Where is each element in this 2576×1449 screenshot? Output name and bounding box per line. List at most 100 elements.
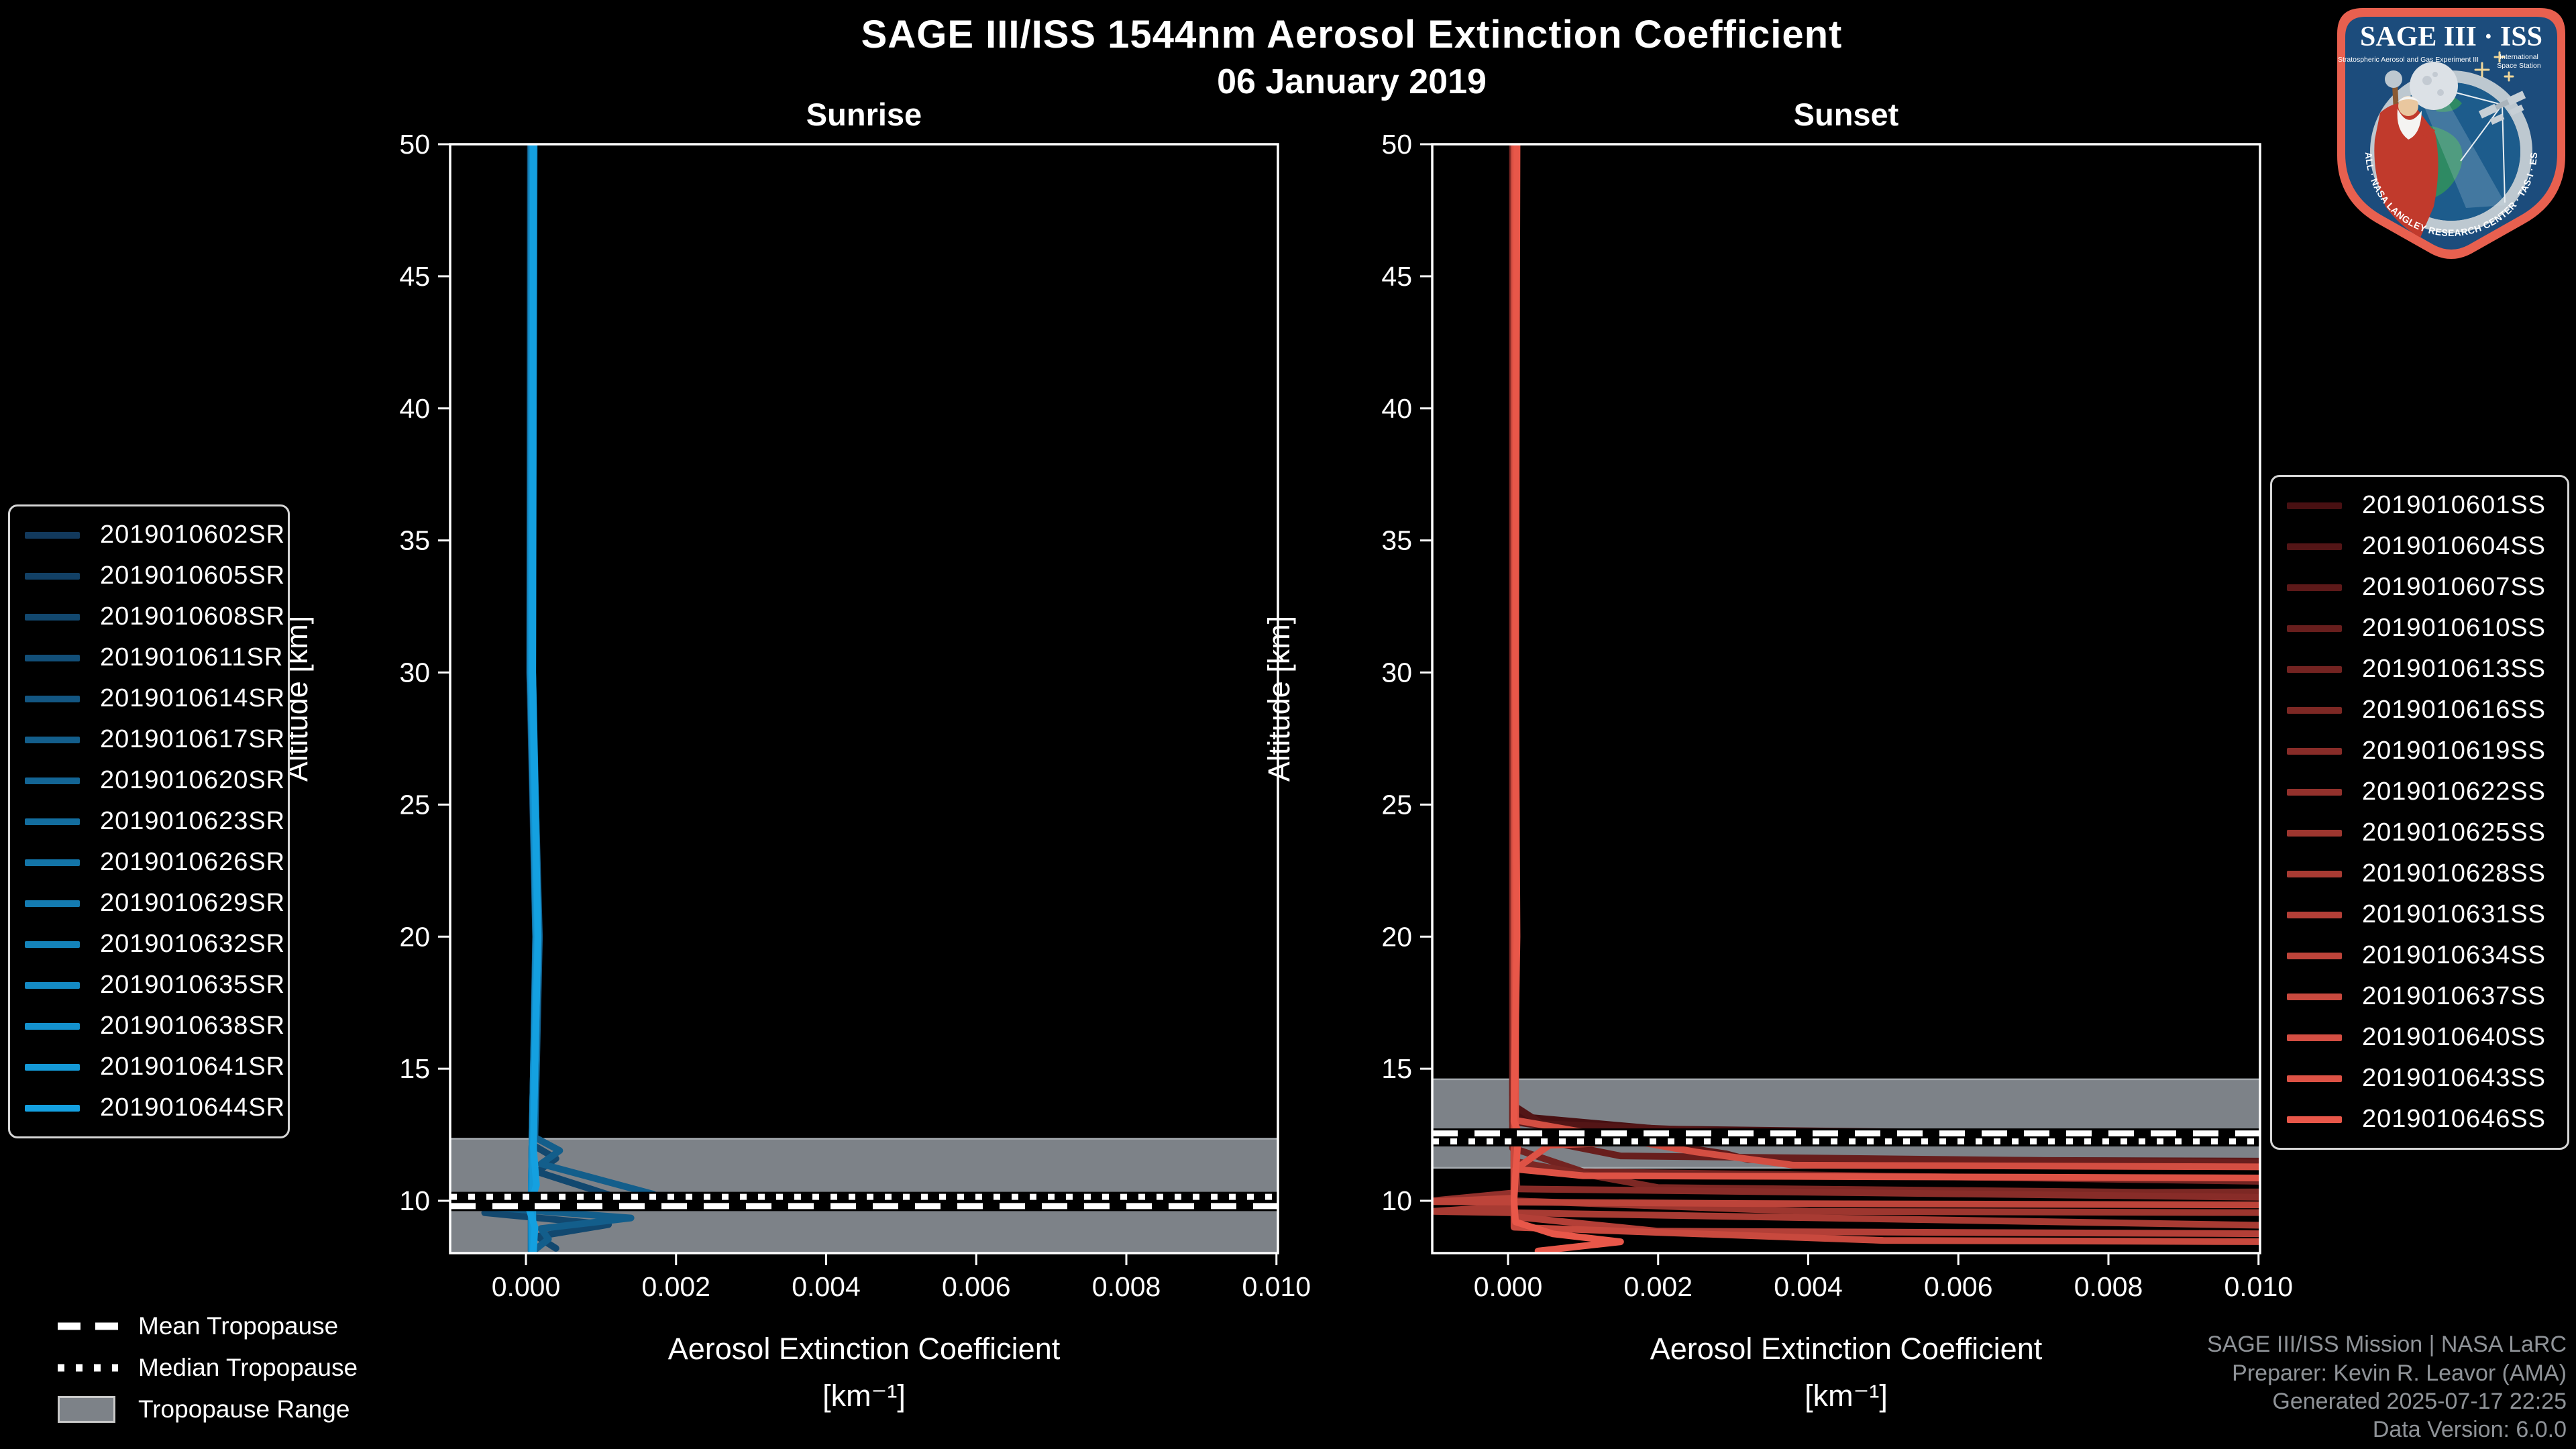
legend-swatch xyxy=(2287,747,2342,755)
y-tick-label: 35 xyxy=(1381,525,1412,556)
logo-title: SAGE III · ISS xyxy=(2360,21,2542,52)
y-tick-label: 25 xyxy=(399,789,430,820)
legend-label: 2019010610SS xyxy=(2362,614,2546,642)
legend-label: 2019010631SS xyxy=(2362,900,2546,928)
y-tick-label: 10 xyxy=(1381,1185,1412,1216)
y-tick-label: 45 xyxy=(399,261,430,292)
legend-label: 2019010638SR xyxy=(100,1012,286,1040)
legend-swatch xyxy=(2287,911,2342,918)
legend-swatch xyxy=(25,859,80,866)
legend-swatch xyxy=(25,1104,80,1112)
legend-swatch xyxy=(2287,829,2342,837)
legend-item: 2019010637SS xyxy=(2272,976,2567,1017)
series-line-2019010604SS xyxy=(1510,144,2260,1142)
legend-label: 2019010644SR xyxy=(100,1093,286,1122)
legend-swatch xyxy=(2287,788,2342,796)
y-tick-label: 30 xyxy=(1381,657,1412,688)
legend-item: 2019010626SR xyxy=(10,842,288,883)
series-line-2019010640SS xyxy=(1512,144,2260,1171)
legend-item: 2019010602SR xyxy=(10,515,288,555)
legend-swatch xyxy=(25,900,80,907)
series-line-2019010625SS xyxy=(1510,144,2260,1216)
moon-crater xyxy=(2422,76,2432,85)
legend-item: 2019010646SS xyxy=(2272,1099,2567,1140)
logo-figure-head xyxy=(2398,96,2418,116)
legend-item: 2019010629SR xyxy=(10,883,288,924)
plot-frame xyxy=(449,143,1279,1254)
legend-item: 2019010635SR xyxy=(10,965,288,1006)
page-date: 06 January 2019 xyxy=(1217,62,1487,101)
x-axis-label: Aerosol Extinction Coefficient xyxy=(1650,1332,2043,1366)
legend-label: 2019010620SR xyxy=(100,766,286,794)
legend-label: 2019010625SS xyxy=(2362,818,2546,847)
star-icon xyxy=(2474,51,2514,82)
tropopause-range-label: Tropopause Range xyxy=(138,1395,350,1423)
legend-item: 2019010640SS xyxy=(2272,1017,2567,1058)
y-tick-label: 10 xyxy=(399,1185,430,1216)
attribution-line: Preparer: Kevin R. Leavor (AMA) xyxy=(2232,1360,2567,1386)
series-line-2019010608SR xyxy=(481,144,627,1252)
series-line-2019010637SS xyxy=(1510,144,2260,1245)
y-tick-label: 40 xyxy=(1381,393,1412,424)
series-lines xyxy=(470,144,657,1253)
legend-swatch xyxy=(25,941,80,948)
mean-tropopause-label: Mean Tropopause xyxy=(138,1312,339,1340)
legend-label: 2019010604SS xyxy=(2362,532,2546,560)
series-line-2019010628SS xyxy=(1432,144,2260,1229)
legend-label: 2019010602SR xyxy=(100,521,286,549)
legend-item: 2019010613SS xyxy=(2272,649,2567,690)
series-line-2019010601SS xyxy=(1509,144,2260,1140)
legend-swatch xyxy=(2287,1116,2342,1123)
legend-item: 2019010623SR xyxy=(10,801,288,842)
x-axis: 0.000 0.002 0.004 0.006 0.008 0.010 xyxy=(1474,1253,2293,1302)
x-tick-label: 0.002 xyxy=(641,1271,710,1302)
logo-subtitle-right-1: International xyxy=(2500,53,2538,61)
legend-label: 2019010641SR xyxy=(100,1053,286,1081)
legend-label: 2019010607SS xyxy=(2362,573,2546,601)
y-tick-label: 15 xyxy=(399,1053,430,1084)
y-tick-label: 20 xyxy=(1381,921,1412,952)
series-line-2019010619SS xyxy=(1510,144,2260,1201)
legend-item: 2019010611SR xyxy=(10,637,288,678)
legend-swatch xyxy=(2287,952,2342,959)
legend-swatch xyxy=(2287,870,2342,877)
attribution-block: SAGE III/ISS Mission | NASA LaRC Prepare… xyxy=(2207,1330,2567,1444)
x-tick-label: 0.006 xyxy=(942,1271,1011,1302)
logo-staff-orb xyxy=(2385,70,2402,88)
x-tick-label: 0.010 xyxy=(2224,1271,2293,1302)
series-line-2019010616SS xyxy=(1510,144,2260,1196)
y-axis-label: Altitude [km] xyxy=(1262,616,1296,782)
legend-item: 2019010604SS xyxy=(2272,526,2567,567)
tropopause-legend: Mean Tropopause Median Tropopause Tropop… xyxy=(58,1305,358,1430)
series-line-2019010644SR xyxy=(525,144,541,1253)
legend-item: 2019010610SS xyxy=(2272,608,2567,649)
logo-subtitle-right-2: Space Station xyxy=(2497,62,2541,70)
series-line-2019010613SS xyxy=(1509,144,2260,1185)
sunrise-event-legend: 2019010602SR 2019010605SR 2019010608SR 2019… xyxy=(8,504,290,1138)
iss-icon xyxy=(2478,91,2526,125)
legend-item: 2019010601SS xyxy=(2272,485,2567,526)
legend-label: 2019010605SR xyxy=(100,561,286,590)
x-tick-label: 0.000 xyxy=(492,1271,561,1302)
mean-tropopause-legend-row: Mean Tropopause xyxy=(58,1305,358,1347)
legend-label: 2019010619SS xyxy=(2362,737,2546,765)
logo-sightline xyxy=(2502,104,2506,203)
series-line-2019010631SS xyxy=(1510,144,2260,1238)
legend-label: 2019010601SS xyxy=(2362,491,2546,519)
moon-crater xyxy=(2432,72,2438,77)
legend-label: 2019010611SR xyxy=(100,643,284,672)
moon-crater xyxy=(2437,89,2444,96)
x-tick-label: 0.004 xyxy=(792,1271,861,1302)
logo-figure-robe xyxy=(2374,103,2438,237)
legend-swatch xyxy=(25,818,80,825)
series-line-2019010610SS xyxy=(1510,144,2260,1167)
legend-item: 2019010614SR xyxy=(10,678,288,719)
y-axis: 10 15 20 25 30 35 40 45 50 xyxy=(1381,129,1432,1216)
legend-label: 2019010608SR xyxy=(100,602,286,631)
legend-label: 2019010613SS xyxy=(2362,655,2546,683)
median-tropopause-label: Median Tropopause xyxy=(138,1354,358,1381)
legend-label: 2019010626SR xyxy=(100,848,286,876)
legend-item: 2019010622SS xyxy=(2272,771,2567,812)
x-axis-label: Aerosol Extinction Coefficient xyxy=(668,1332,1061,1366)
